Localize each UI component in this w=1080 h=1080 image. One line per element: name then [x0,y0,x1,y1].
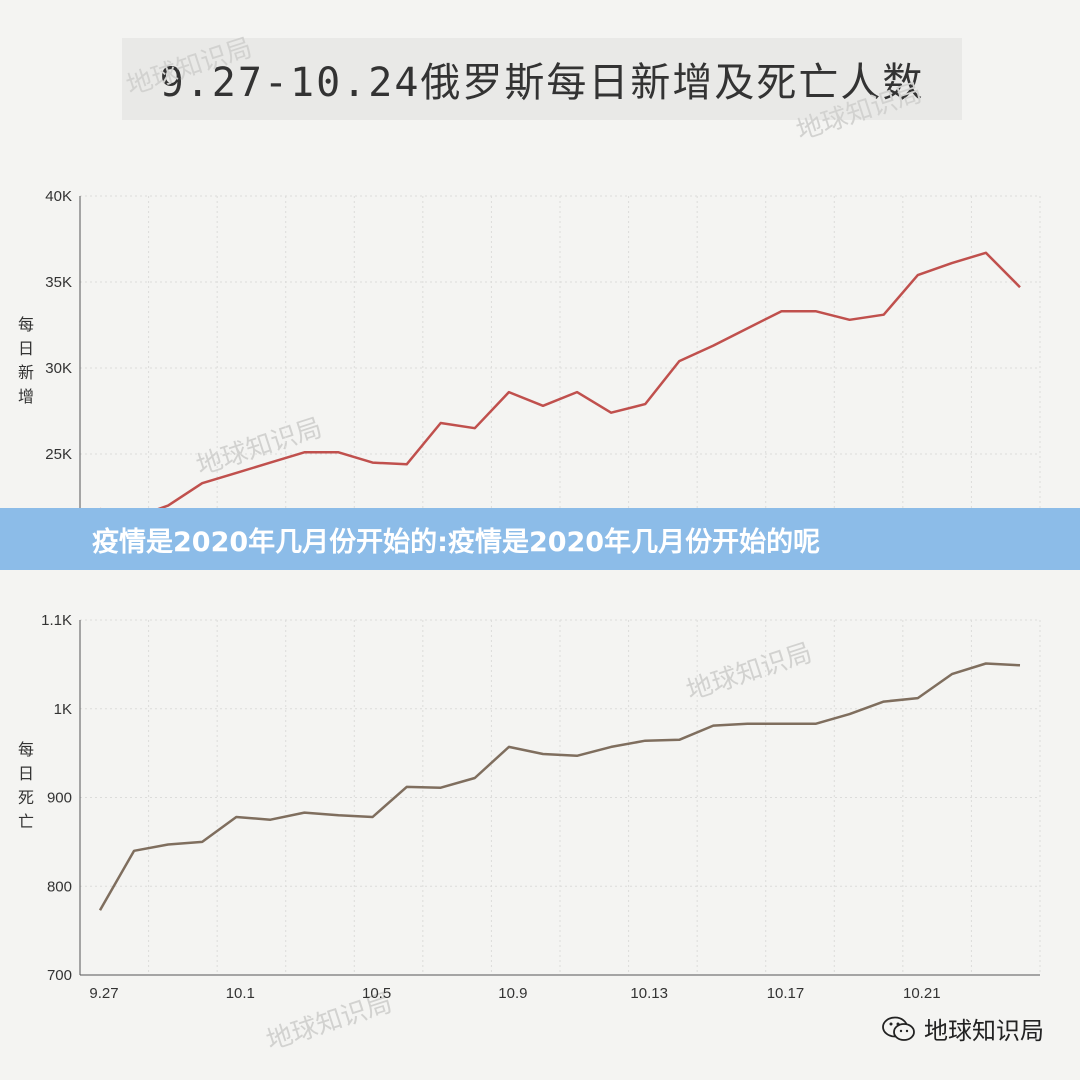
y-axis-label-char: 每 [18,740,34,759]
cases-series-line [99,251,1021,519]
y-tick-label: 30K [45,360,72,377]
y-tick-label: 900 [47,790,72,807]
x-tick-label: 10.13 [630,985,668,1002]
x-tick-label: 9.27 [89,985,118,1002]
line-layer [98,251,1021,911]
grid-layer [79,195,1041,976]
y-axis-label-char: 日 [18,764,34,783]
brand-mark: 地球知识局 [882,1011,1044,1046]
x-tick-label: 10.9 [498,985,527,1002]
wechat-icon [882,1016,915,1041]
y-axis-label-char: 每 [18,315,34,334]
brand-name: 地球知识局 [924,1017,1044,1045]
label-layer: 20K25K30K35K40K每日新增7008009001K1.1K每日死亡9.… [18,188,941,1002]
x-tick-label: 10.21 [903,985,941,1002]
y-tick-label: 40K [45,188,72,205]
y-axis-label-char: 亡 [18,812,34,831]
x-tick-label: 10.5 [362,985,391,1002]
watermark-text: 地球知识局 [683,638,816,707]
y-axis-label-char: 死 [18,788,34,807]
y-tick-label: 700 [47,967,72,984]
y-axis-label-char: 日 [18,339,34,358]
watermark-text: 地球知识局 [193,413,326,482]
watermark-text: 地球知识局 [123,33,256,102]
watermark-text: 地球知识局 [793,78,926,147]
y-tick-label: 1K [54,701,72,718]
y-tick-label: 1.1K [41,612,72,629]
chart-title: 9.27-10.24俄罗斯每日新增及死亡人数 [122,38,962,120]
y-tick-label: 25K [45,446,72,463]
y-tick-label: 35K [45,274,72,291]
x-tick-label: 10.1 [226,985,255,1002]
y-axis-label-char: 新 [18,363,34,382]
deaths-series-line [98,662,1021,911]
y-axis-label-char: 增 [18,387,34,406]
banner-overlay[interactable]: 疫情是2020年几月份开始的:疫情是2020年几月份开始的呢 [0,508,1080,570]
x-tick-label: 10.17 [767,985,805,1002]
y-tick-label: 800 [47,878,72,895]
